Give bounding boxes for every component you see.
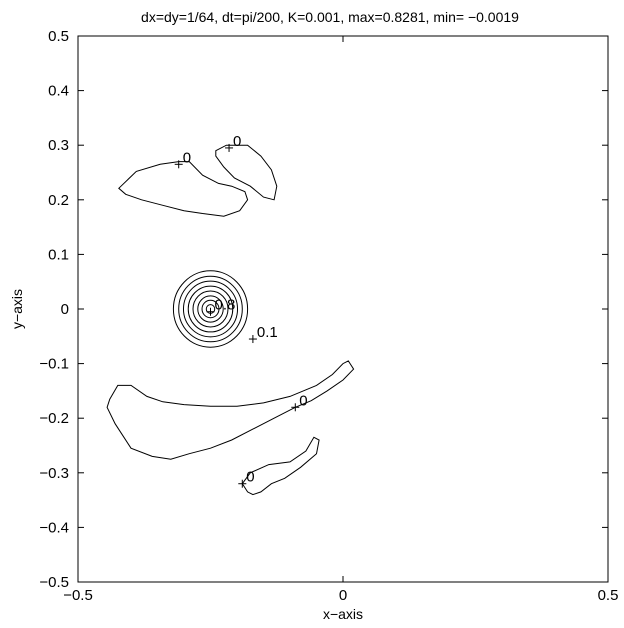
y-axis-ticks: −0.5 −0.4 −0.3 −0.2 −0.1 0 0.1 0.2 0.3 0.4 0.5: [39, 28, 608, 591]
contour-value-label: 0.1: [257, 324, 278, 341]
contour-lines: [106, 144, 355, 496]
y-tick-label: −0.5: [39, 574, 69, 591]
chart-title: dx=dy=1/64, dt=pi/200, K=0.001, max=0.82…: [141, 9, 519, 25]
y-tick-label: −0.2: [39, 410, 69, 427]
contour-level-0.3: [182, 280, 239, 338]
contour-level-0.2: [178, 275, 243, 343]
contour-level-0.4: [187, 285, 234, 333]
zero-contour-upper-right: [215, 144, 278, 201]
plot-area: [77, 35, 609, 583]
contour-value-label: 0: [233, 133, 241, 150]
y-tick-label: 0.1: [48, 246, 69, 263]
y-tick-label: 0.5: [48, 28, 69, 45]
y-tick-label: 0.2: [48, 192, 69, 209]
y-tick-label: −0.4: [39, 519, 69, 536]
x-tick-label: 0: [339, 587, 347, 604]
y-tick-label: 0.4: [48, 83, 69, 100]
contour-level-0.1: [172, 270, 249, 348]
y-axis-label: y−axis: [9, 289, 25, 329]
zero-contour-upper-left: [118, 161, 249, 217]
contour-level-0.6: [197, 295, 224, 323]
y-tick-label: 0: [61, 301, 69, 318]
contour-label-markers: 0 0 0.8 0.1 0 0: [174, 133, 308, 488]
x-axis-label: x−axis: [323, 606, 363, 622]
contour-level-0.7: [201, 299, 220, 319]
y-tick-label: 0.3: [48, 137, 69, 154]
zero-contour-lower-long: [106, 360, 355, 460]
contour-value-label: 0.8: [215, 297, 236, 314]
contour-value-label: 0: [246, 469, 254, 486]
contour-value-label: 0: [299, 392, 307, 409]
contour-level-0.5: [192, 290, 229, 328]
x-axis-ticks: −0.5 0 0.5: [63, 36, 618, 604]
y-tick-label: −0.3: [39, 465, 69, 482]
zero-contour-lower-small: [241, 436, 320, 496]
x-tick-label: 0.5: [598, 587, 619, 604]
y-tick-label: −0.1: [39, 356, 69, 373]
x-tick-label: −0.5: [63, 587, 93, 604]
contour-value-label: 0: [183, 149, 191, 166]
